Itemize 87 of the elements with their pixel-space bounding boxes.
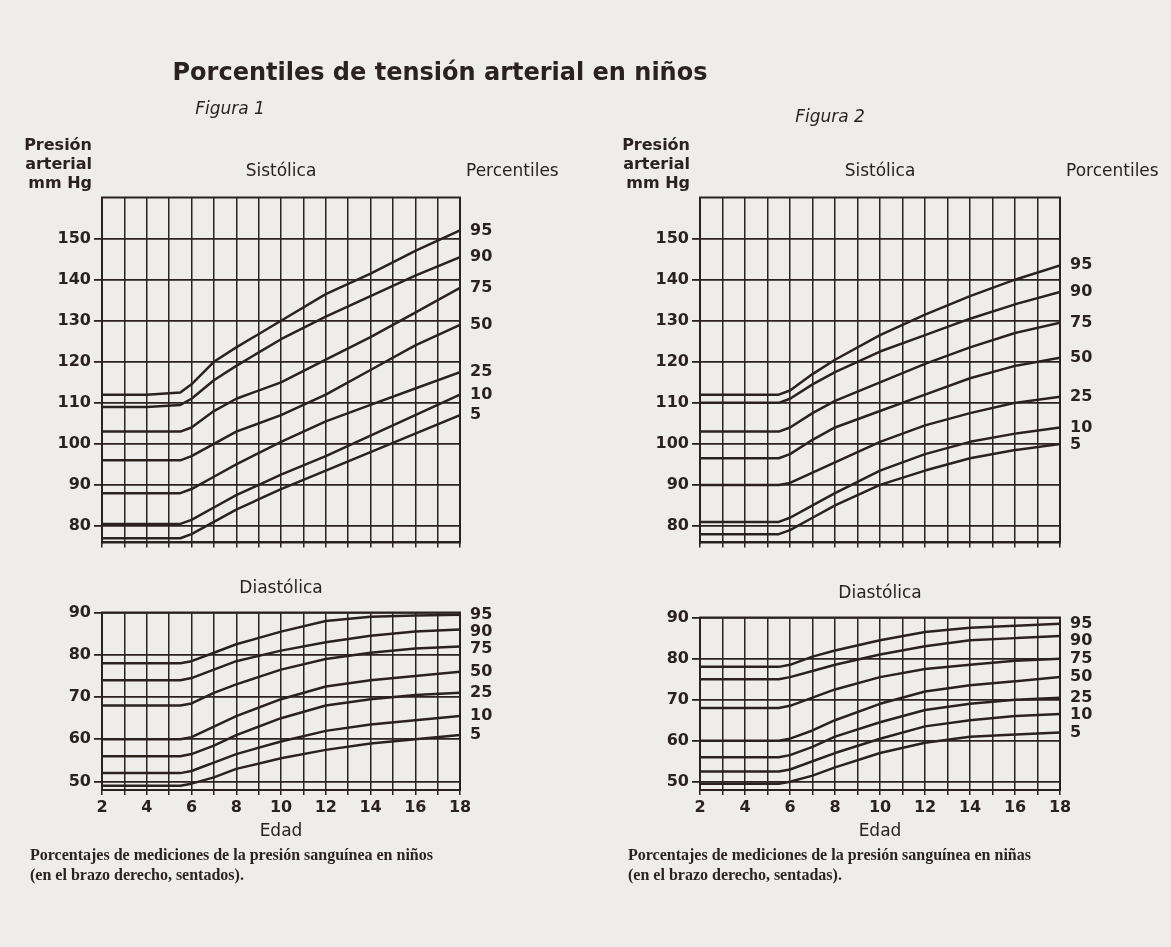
- legend-title: Percentiles: [466, 160, 559, 180]
- y-tick-label: 110: [655, 391, 689, 411]
- y-tick-label: 60: [68, 728, 91, 748]
- y-tick-label: 140: [57, 268, 91, 288]
- x-tick-label: 6: [185, 796, 198, 816]
- chart-title: Diastólica: [837, 582, 923, 602]
- x-tick-label: 16: [1003, 796, 1027, 816]
- x-tick-label: 14: [958, 796, 982, 816]
- series-label: 75: [1070, 647, 1093, 667]
- y-tick-label: 90: [666, 606, 689, 626]
- y-tick-label: 150: [57, 227, 91, 247]
- series-label: 95: [470, 603, 493, 623]
- y-tick-label: 110: [57, 391, 91, 411]
- series-label: 5: [1070, 433, 1082, 453]
- series-label: 50: [470, 314, 493, 333]
- x-axis-title: Edad: [857, 820, 903, 840]
- series-label: 50: [1070, 346, 1093, 366]
- text: Figura 2: [794, 106, 866, 126]
- series-label: 75: [470, 637, 493, 657]
- y-tick-label: 70: [666, 688, 689, 708]
- x-tick-label: 14: [359, 796, 382, 816]
- series-label: 5: [470, 404, 482, 424]
- series-label: 5: [470, 724, 482, 744]
- series-label: 95: [470, 219, 493, 239]
- x-tick-label: 10: [868, 796, 892, 816]
- series-label: 5: [1070, 721, 1082, 741]
- x-tick-label: 2: [694, 796, 706, 816]
- x-tick-label: 18: [1048, 796, 1072, 816]
- x-tick-label: 2: [96, 796, 108, 816]
- x-tick-label: 8: [829, 796, 841, 816]
- chart-title: Sistólica: [244, 160, 318, 180]
- y-tick-label: 150: [655, 227, 689, 247]
- series-label: 90: [470, 246, 493, 266]
- y-tick-label: 90: [68, 474, 91, 494]
- x-tick-label: 4: [739, 796, 751, 816]
- series-label: 25: [1070, 686, 1093, 706]
- y-tick-label: 130: [655, 309, 689, 329]
- y-tick-label: 50: [68, 770, 91, 790]
- series-label: 75: [1070, 311, 1093, 331]
- y-tick-label: 80: [68, 643, 91, 663]
- series-label: 10: [470, 705, 493, 725]
- y-tick-label: 80: [666, 515, 689, 535]
- series-label: 10: [470, 383, 493, 403]
- y-tick-label: 60: [666, 729, 689, 749]
- y-tick-label: 140: [655, 268, 689, 288]
- x-tick-label: 6: [784, 796, 796, 816]
- series-label: 25: [1070, 385, 1093, 405]
- x-tick-label: 12: [314, 796, 337, 816]
- x-tick-label: 8: [230, 796, 242, 816]
- series-label: 95: [1070, 612, 1093, 632]
- series-label: 10: [1070, 416, 1093, 436]
- y-tick-label: 120: [655, 350, 689, 370]
- series-label: 90: [470, 620, 493, 640]
- x-axis-title: Edad: [258, 820, 304, 840]
- text: Porcentajes de mediciones de la presión sanguínea en niñas (en el brazo derecho, sentadas).: [628, 845, 1032, 885]
- series-label: 25: [470, 682, 493, 702]
- y-tick-label: 90: [666, 474, 689, 494]
- text: Figura 1: [194, 98, 266, 118]
- x-tick-label: 10: [269, 796, 293, 816]
- y-tick-label: 100: [655, 433, 689, 453]
- series-label: 90: [1070, 629, 1093, 649]
- y-tick-label: 120: [57, 350, 91, 370]
- y-tick-label: 130: [57, 309, 91, 329]
- legend-title: Porcentiles: [1066, 160, 1159, 180]
- x-tick-label: 18: [448, 796, 472, 816]
- series-label: 10: [1070, 703, 1093, 723]
- x-tick-label: 16: [404, 796, 427, 816]
- series-label: 75: [470, 277, 493, 297]
- y-axis-title: Presión arterial mm Hg: [621, 135, 690, 192]
- series-label: 50: [470, 660, 493, 680]
- text: Porcentajes de mediciones de la presión sanguínea en niños (en el brazo derecho, sentados).: [30, 845, 434, 885]
- y-axis-title: Presión arterial mm Hg: [23, 135, 92, 192]
- y-tick-label: 70: [68, 686, 91, 706]
- series-label: 25: [470, 361, 493, 381]
- y-tick-label: 90: [68, 601, 91, 621]
- series-label: 95: [1070, 254, 1093, 274]
- y-tick-label: 80: [666, 647, 689, 667]
- series-label: 90: [1070, 281, 1093, 301]
- series-label: 50: [1070, 666, 1093, 686]
- chart-title: Sistólica: [843, 160, 917, 180]
- text: Porcentiles de tensión arterial en niños: [171, 58, 709, 86]
- y-tick-label: 50: [666, 770, 689, 790]
- y-tick-label: 100: [57, 433, 91, 453]
- chart-title: Diastólica: [238, 577, 324, 597]
- x-tick-label: 4: [141, 796, 153, 816]
- y-tick-label: 80: [68, 515, 91, 535]
- x-tick-label: 12: [913, 796, 937, 816]
